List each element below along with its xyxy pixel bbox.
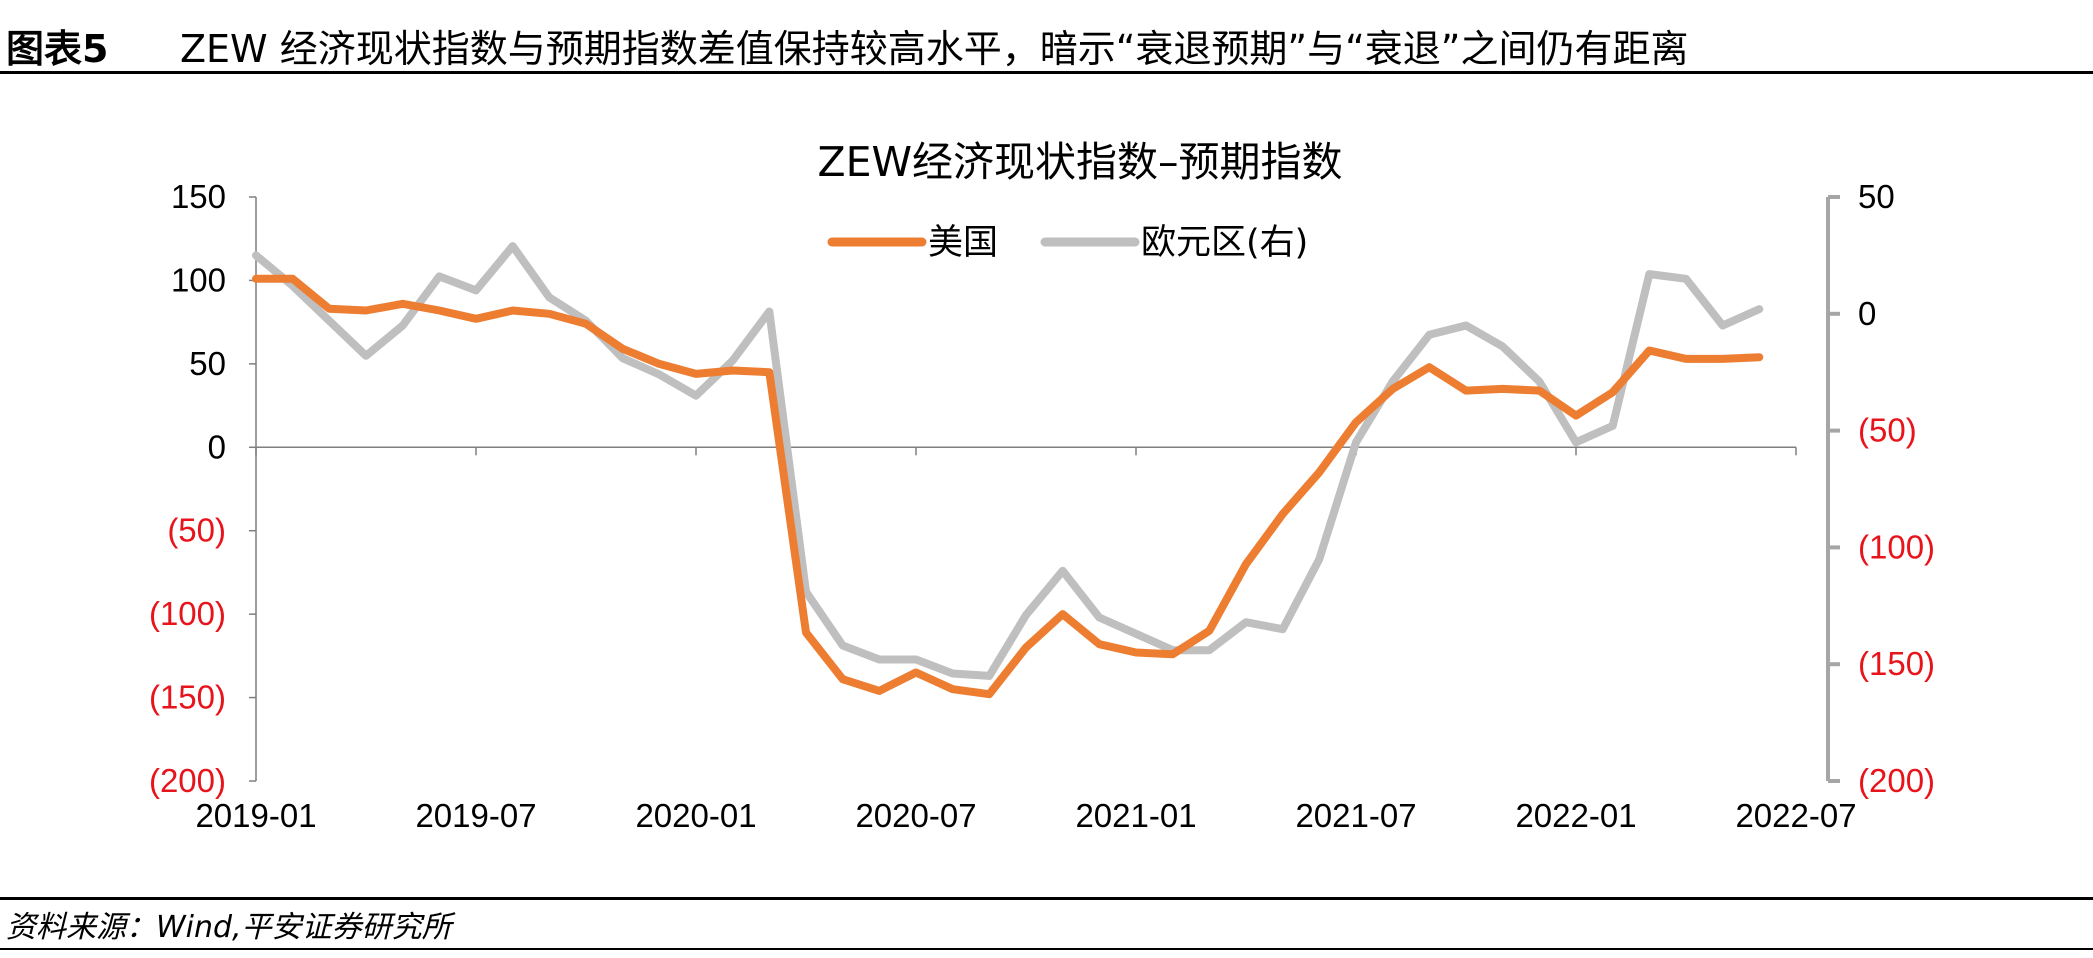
footer-divider-bottom [0,948,2093,950]
x-axis-tick-label: 2019-07 [415,797,536,834]
source-note: 资料来源：Wind,平安证券研究所 [6,910,452,945]
series-line-us [252,274,1764,699]
right-axis-tick-label: (200) [1858,762,1935,799]
left-axis-tick-label: 0 [208,428,226,465]
figure-header: 图表5 ZEW 经济现状指数与预期指数差值保持较高水平，暗示“衰退预期”与“衰退… [0,0,2093,74]
x-axis-tick-label: 2020-01 [635,797,756,834]
left-axis-tick-label: 50 [189,345,226,382]
plot-area [252,242,1764,699]
legend-label-us: 美国 [928,223,998,263]
chart-title: ZEW经济现状指数–预期指数 [817,138,1342,186]
footer-divider-top [0,897,2093,900]
left-axis-tick-label: (50) [167,512,226,549]
x-axis-tick-label: 2021-07 [1295,797,1416,834]
right-axis-tick-label: 0 [1858,295,1876,332]
right-axis-tick-label: (100) [1858,528,1935,565]
right-axis-tick-label: 50 [1858,178,1895,215]
left-axis-tick-label: (200) [149,762,226,799]
figure-title: ZEW 经济现状指数与预期指数差值保持较高水平，暗示“衰退预期”与“衰退”之间仍… [180,27,1689,71]
figure-label: 图表5 [6,27,109,71]
x-axis-tick-label: 2021-01 [1075,797,1196,834]
left-axis-tick-label: (100) [149,595,226,632]
right-axis-tick-label: (50) [1858,412,1917,449]
chart-legend: 美国 欧元区(右) [827,223,1308,263]
right-axis-tick-label: (150) [1858,645,1935,682]
left-axis-tick-label: 100 [171,261,226,298]
x-axis-tick-label: 2020-07 [855,797,976,834]
left-axis-tick-label: (150) [149,679,226,716]
x-axis-tick-label: 2019-01 [195,797,316,834]
x-axis-tick-label: 2022-01 [1515,797,1636,834]
series-line-eurozone [252,242,1764,680]
legend-label-eurozone: 欧元区(右) [1141,223,1308,263]
x-axis-tick-label: 2022-07 [1735,797,1856,834]
left-axis-tick-label: 150 [171,178,226,215]
chart-axes: 150 100 50 0 (50) (100) (150) (200) 50 0 (50) (100)… [149,178,1935,834]
